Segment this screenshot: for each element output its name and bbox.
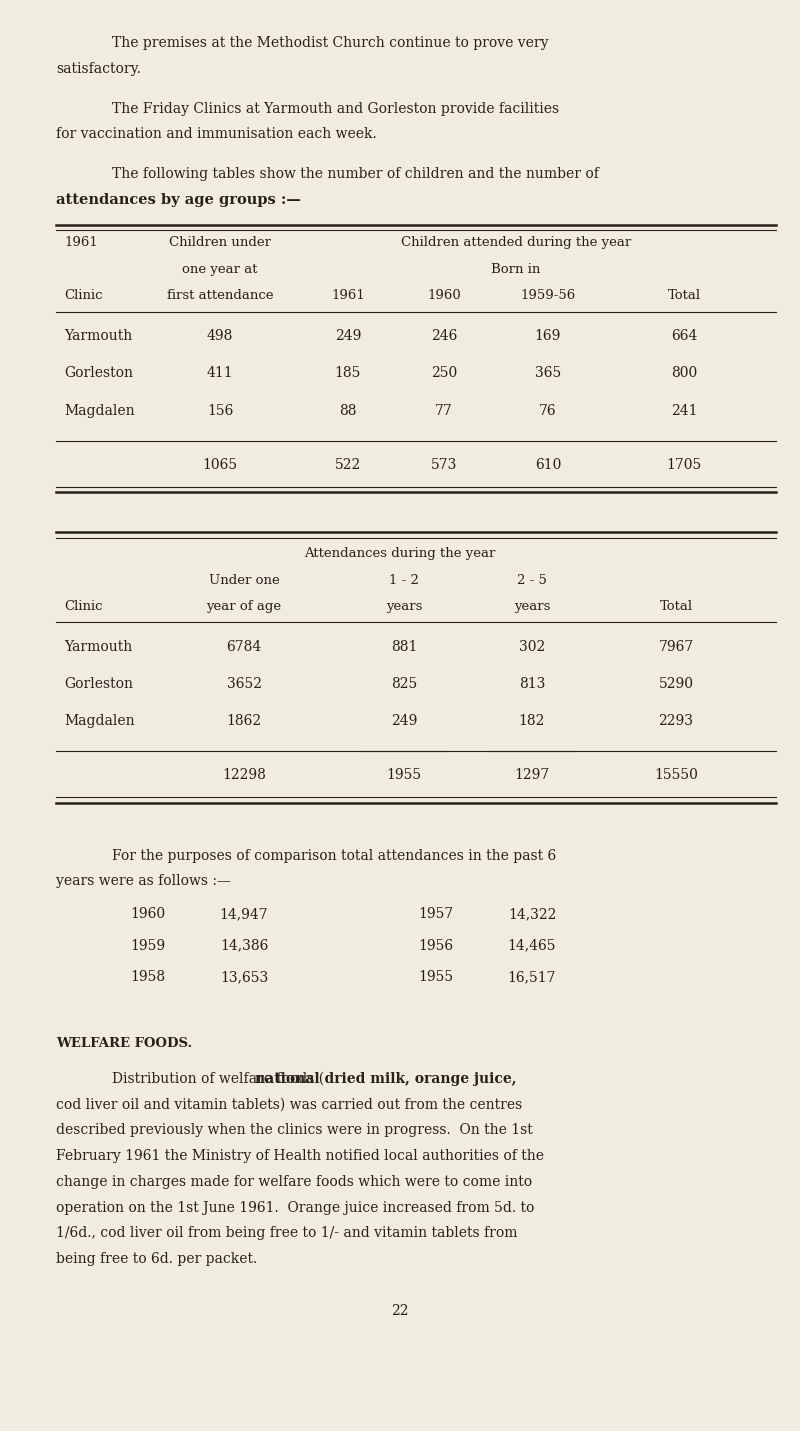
Text: 76: 76 <box>539 404 557 418</box>
Text: years: years <box>514 600 550 612</box>
Text: Gorleston: Gorleston <box>64 677 133 691</box>
Text: 1955: 1955 <box>418 970 454 985</box>
Text: 14,386: 14,386 <box>220 939 268 953</box>
Text: 249: 249 <box>335 329 361 343</box>
Text: 498: 498 <box>207 329 233 343</box>
Text: 1 - 2: 1 - 2 <box>389 574 419 587</box>
Text: 522: 522 <box>335 458 361 472</box>
Text: 5290: 5290 <box>658 677 694 691</box>
Text: cod liver oil and vitamin tablets) was carried out from the centres: cod liver oil and vitamin tablets) was c… <box>56 1098 522 1112</box>
Text: 1957: 1957 <box>418 907 454 922</box>
Text: first attendance: first attendance <box>166 289 274 302</box>
Text: national dried milk, orange juice,: national dried milk, orange juice, <box>254 1072 516 1086</box>
Text: satisfactory.: satisfactory. <box>56 62 141 76</box>
Text: being free to 6d. per packet.: being free to 6d. per packet. <box>56 1252 258 1266</box>
Text: 1960: 1960 <box>427 289 461 302</box>
Text: 411: 411 <box>206 366 234 381</box>
Text: 14,465: 14,465 <box>508 939 556 953</box>
Text: attendances by age groups :—: attendances by age groups :— <box>56 193 301 207</box>
Text: 7967: 7967 <box>658 640 694 654</box>
Text: 365: 365 <box>535 366 561 381</box>
Text: The following tables show the number of children and the number of: The following tables show the number of … <box>112 167 599 182</box>
Text: 1955: 1955 <box>386 768 422 783</box>
Text: 1862: 1862 <box>226 714 262 728</box>
Text: 6784: 6784 <box>226 640 262 654</box>
Text: 77: 77 <box>435 404 453 418</box>
Text: 664: 664 <box>671 329 697 343</box>
Text: one year at: one year at <box>182 263 258 276</box>
Text: Clinic: Clinic <box>64 600 102 612</box>
Text: operation on the 1st June 1961.  Orange juice increased from 5d. to: operation on the 1st June 1961. Orange j… <box>56 1201 534 1215</box>
Text: 2293: 2293 <box>658 714 694 728</box>
Text: 1065: 1065 <box>202 458 238 472</box>
Text: Yarmouth: Yarmouth <box>64 329 132 343</box>
Text: 573: 573 <box>431 458 457 472</box>
Text: 2 - 5: 2 - 5 <box>517 574 547 587</box>
Text: 881: 881 <box>391 640 417 654</box>
Text: Under one: Under one <box>209 574 279 587</box>
Text: 156: 156 <box>207 404 233 418</box>
Text: 1297: 1297 <box>514 768 550 783</box>
Text: WELFARE FOODS.: WELFARE FOODS. <box>56 1037 192 1050</box>
Text: Clinic: Clinic <box>64 289 102 302</box>
Text: Total: Total <box>659 600 693 612</box>
Text: The premises at the Methodist Church continue to prove very: The premises at the Methodist Church con… <box>112 36 549 50</box>
Text: Attendances during the year: Attendances during the year <box>304 547 496 560</box>
Text: Magdalen: Magdalen <box>64 404 134 418</box>
Text: 1956: 1956 <box>418 939 454 953</box>
Text: Children attended during the year: Children attended during the year <box>401 236 631 249</box>
Text: For the purposes of comparison total attendances in the past 6: For the purposes of comparison total att… <box>112 849 556 863</box>
Text: 14,947: 14,947 <box>220 907 268 922</box>
Text: 182: 182 <box>519 714 545 728</box>
Text: 16,517: 16,517 <box>508 970 556 985</box>
Text: 246: 246 <box>431 329 457 343</box>
Text: 813: 813 <box>519 677 545 691</box>
Text: 610: 610 <box>535 458 561 472</box>
Text: 88: 88 <box>339 404 357 418</box>
Text: 1/6d., cod liver oil from being free to 1/- and vitamin tablets from: 1/6d., cod liver oil from being free to … <box>56 1226 518 1241</box>
Text: 22: 22 <box>391 1304 409 1318</box>
Text: years: years <box>386 600 422 612</box>
Text: Magdalen: Magdalen <box>64 714 134 728</box>
Text: 185: 185 <box>335 366 361 381</box>
Text: Yarmouth: Yarmouth <box>64 640 132 654</box>
Text: Total: Total <box>667 289 701 302</box>
Text: 169: 169 <box>535 329 561 343</box>
Text: 1961: 1961 <box>64 236 98 249</box>
Text: The Friday Clinics at Yarmouth and Gorleston provide facilities: The Friday Clinics at Yarmouth and Gorle… <box>112 102 559 116</box>
Text: 302: 302 <box>519 640 545 654</box>
Text: 1705: 1705 <box>666 458 702 472</box>
Text: 13,653: 13,653 <box>220 970 268 985</box>
Text: 1959-56: 1959-56 <box>520 289 576 302</box>
Text: for vaccination and immunisation each week.: for vaccination and immunisation each we… <box>56 127 377 142</box>
Text: years were as follows :—: years were as follows :— <box>56 874 231 889</box>
Text: 1961: 1961 <box>331 289 365 302</box>
Text: 3652: 3652 <box>226 677 262 691</box>
Text: Gorleston: Gorleston <box>64 366 133 381</box>
Text: 14,322: 14,322 <box>508 907 556 922</box>
Text: change in charges made for welfare foods which were to come into: change in charges made for welfare foods… <box>56 1175 532 1189</box>
Text: 249: 249 <box>391 714 417 728</box>
Text: February 1961 the Ministry of Health notified local authorities of the: February 1961 the Ministry of Health not… <box>56 1149 544 1163</box>
Text: 250: 250 <box>431 366 457 381</box>
Text: described previously when the clinics were in progress.  On the 1st: described previously when the clinics we… <box>56 1123 533 1138</box>
Text: Born in: Born in <box>491 263 541 276</box>
Text: 825: 825 <box>391 677 417 691</box>
Text: 12298: 12298 <box>222 768 266 783</box>
Text: 1960: 1960 <box>130 907 166 922</box>
Text: 15550: 15550 <box>654 768 698 783</box>
Text: year of age: year of age <box>206 600 282 612</box>
Text: 241: 241 <box>670 404 698 418</box>
Text: Distribution of welfare foods (: Distribution of welfare foods ( <box>112 1072 324 1086</box>
Text: Children under: Children under <box>169 236 271 249</box>
Text: 1958: 1958 <box>130 970 166 985</box>
Text: 800: 800 <box>671 366 697 381</box>
Text: 1959: 1959 <box>130 939 166 953</box>
